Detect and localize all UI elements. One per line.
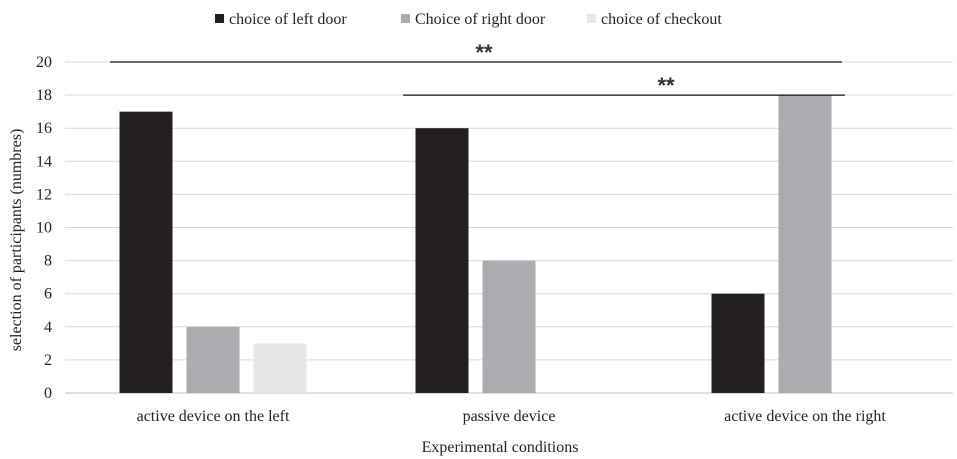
legend-swatch-1: [215, 14, 224, 23]
x-tick-label: passive device: [463, 408, 556, 425]
bars: [119, 95, 832, 394]
y-tick-label: 0: [44, 385, 52, 402]
x-axis-labels: active device on the left passive device a…: [137, 408, 887, 425]
bar-3-1: [253, 343, 307, 393]
y-tick-label: 8: [44, 253, 52, 270]
legend-swatch-3: [587, 14, 596, 23]
x-axis-title: Experimental conditions: [422, 439, 579, 456]
bar-1-1: [119, 111, 173, 394]
legend-label-3: choice of checkout: [601, 11, 722, 28]
x-tick-label: active device on the right: [724, 408, 886, 425]
y-tick-label: 14: [36, 153, 52, 170]
y-tick-label: 20: [36, 54, 52, 71]
bar-1-2: [415, 128, 469, 393]
x-tick-label: active device on the left: [137, 408, 290, 425]
y-tick-label: 6: [44, 286, 52, 303]
legend-label-1: choice of left door: [229, 11, 347, 28]
legend: choice of left door Choice of right door c…: [215, 11, 722, 28]
significance-annotations: ** **: [110, 40, 845, 98]
y-tick-label: 18: [36, 87, 52, 104]
y-axis-title: selection of participants (numbres): [8, 129, 25, 352]
y-tick-label: 12: [36, 186, 52, 203]
legend-label-2: Choice of right door: [415, 11, 546, 28]
bar-2-1: [186, 326, 240, 393]
significance-marker-1: **: [475, 40, 493, 65]
y-tick-label: 10: [36, 220, 52, 237]
y-tick-label: 16: [36, 120, 52, 137]
y-tick-label: 2: [44, 352, 52, 369]
bar-2-2: [482, 260, 536, 393]
significance-marker-2: **: [657, 73, 675, 98]
y-tick-label: 4: [44, 319, 52, 336]
bar-1-3: [711, 293, 765, 393]
legend-swatch-2: [401, 14, 410, 23]
bar-2-3: [778, 95, 832, 393]
y-axis-ticks: 0 2 4 6 8 10 12 14 16 18 20: [36, 54, 52, 402]
